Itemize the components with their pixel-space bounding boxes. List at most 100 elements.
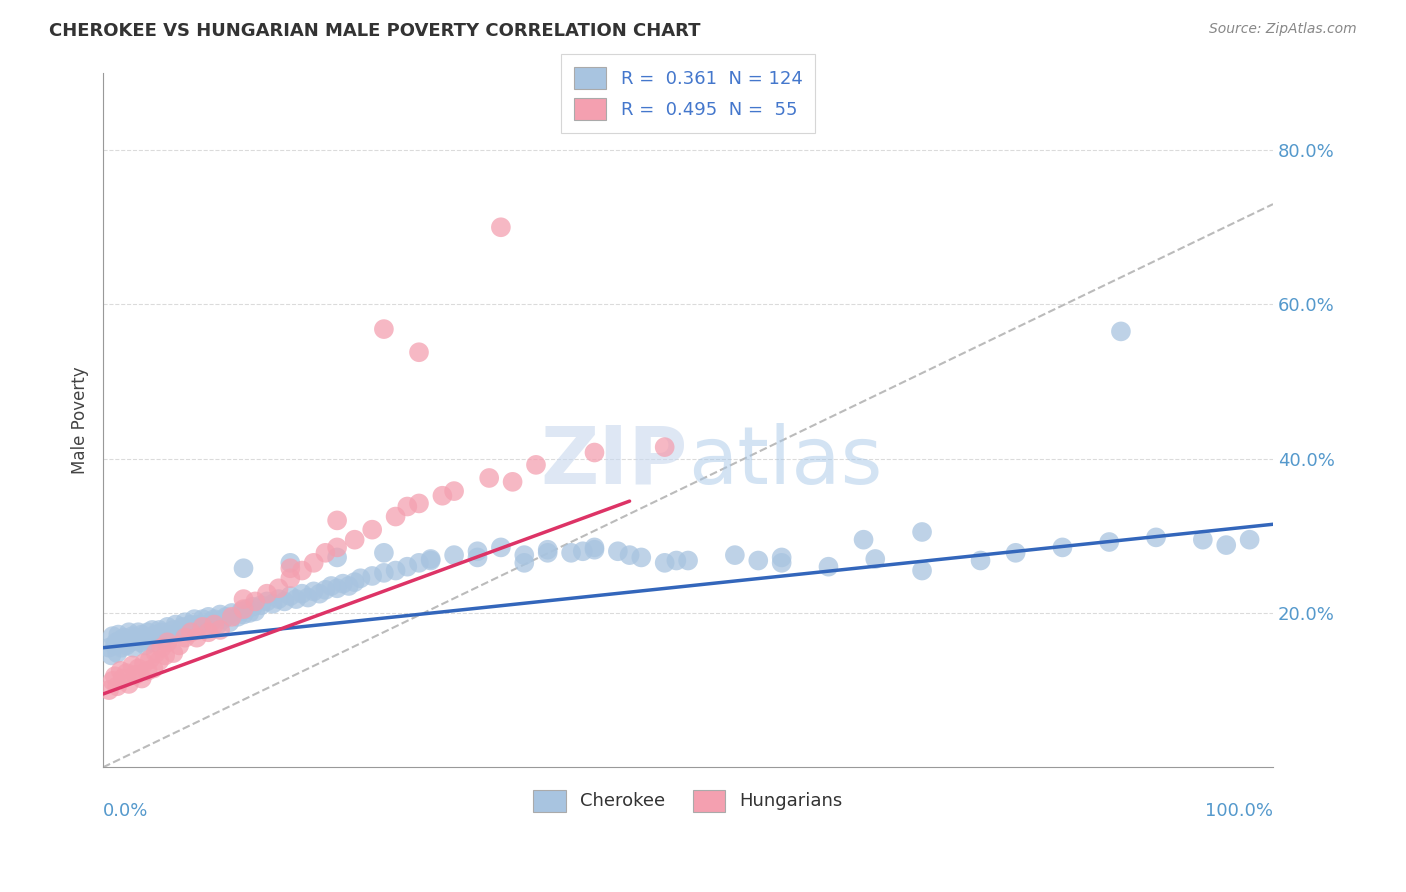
Point: [131, 627, 153, 641]
Point: [150, 625, 173, 640]
Point: [267, 592, 290, 607]
Point: [911, 524, 934, 539]
Point: [195, 620, 218, 634]
Point: [314, 546, 336, 560]
Point: [121, 629, 143, 643]
Point: [131, 672, 153, 686]
Point: [1098, 535, 1121, 549]
Point: [314, 582, 336, 597]
Point: [262, 597, 284, 611]
Point: [1144, 530, 1167, 544]
Point: [1239, 533, 1261, 547]
Point: [118, 677, 141, 691]
Point: [537, 546, 560, 560]
Point: [104, 639, 127, 653]
Point: [162, 623, 184, 637]
Point: [302, 584, 325, 599]
Point: [174, 615, 197, 630]
Point: [630, 550, 652, 565]
Point: [127, 625, 149, 640]
Point: [408, 345, 430, 359]
Point: [537, 542, 560, 557]
Point: [432, 489, 454, 503]
Point: [619, 548, 641, 562]
Point: [197, 625, 219, 640]
Point: [1109, 325, 1132, 339]
Point: [408, 556, 430, 570]
Point: [513, 556, 536, 570]
Point: [112, 631, 135, 645]
Point: [384, 564, 406, 578]
Point: [148, 623, 170, 637]
Point: [478, 471, 501, 485]
Text: Source: ZipAtlas.com: Source: ZipAtlas.com: [1209, 22, 1357, 37]
Point: [180, 625, 202, 640]
Point: [443, 548, 465, 562]
Point: [285, 592, 308, 607]
Point: [524, 458, 547, 472]
Point: [110, 632, 132, 647]
Point: [118, 635, 141, 649]
Point: [278, 561, 301, 575]
Point: [111, 672, 134, 686]
Point: [969, 553, 991, 567]
Point: [724, 548, 747, 562]
Point: [134, 639, 156, 653]
Point: [218, 615, 240, 630]
Point: [111, 640, 134, 655]
Point: [159, 627, 181, 641]
Point: [145, 627, 167, 641]
Point: [122, 640, 145, 655]
Point: [98, 640, 121, 655]
Point: [326, 550, 349, 565]
Point: [308, 587, 330, 601]
Point: [232, 607, 254, 622]
Point: [145, 646, 167, 660]
Point: [489, 541, 512, 555]
Text: CHEROKEE VS HUNGARIAN MALE POVERTY CORRELATION CHART: CHEROKEE VS HUNGARIAN MALE POVERTY CORRE…: [49, 22, 700, 40]
Point: [136, 625, 159, 640]
Text: 0.0%: 0.0%: [103, 802, 149, 820]
Point: [121, 658, 143, 673]
Point: [291, 587, 314, 601]
Point: [278, 571, 301, 585]
Point: [361, 569, 384, 583]
Point: [571, 544, 593, 558]
Point: [373, 546, 395, 560]
Point: [373, 566, 395, 580]
Point: [110, 664, 132, 678]
Point: [817, 559, 839, 574]
Point: [153, 631, 176, 645]
Point: [489, 220, 512, 235]
Point: [297, 591, 319, 605]
Point: [231, 604, 253, 618]
Point: [326, 513, 349, 527]
Point: [101, 673, 124, 688]
Point: [770, 556, 793, 570]
Point: [162, 646, 184, 660]
Point: [384, 509, 406, 524]
Point: [408, 496, 430, 510]
Text: atlas: atlas: [688, 423, 883, 500]
Point: [156, 620, 179, 634]
Point: [232, 592, 254, 607]
Point: [232, 602, 254, 616]
Point: [167, 625, 190, 640]
Point: [676, 553, 699, 567]
Point: [291, 564, 314, 578]
Point: [226, 610, 249, 624]
Point: [245, 594, 267, 608]
Point: [256, 594, 278, 608]
Point: [419, 553, 441, 567]
Point: [139, 631, 162, 645]
Point: [105, 635, 128, 649]
Point: [278, 556, 301, 570]
Point: [202, 612, 225, 626]
Point: [105, 679, 128, 693]
Point: [419, 552, 441, 566]
Point: [343, 575, 366, 590]
Point: [1052, 541, 1074, 555]
Point: [267, 582, 290, 596]
Point: [256, 587, 278, 601]
Point: [129, 635, 152, 649]
